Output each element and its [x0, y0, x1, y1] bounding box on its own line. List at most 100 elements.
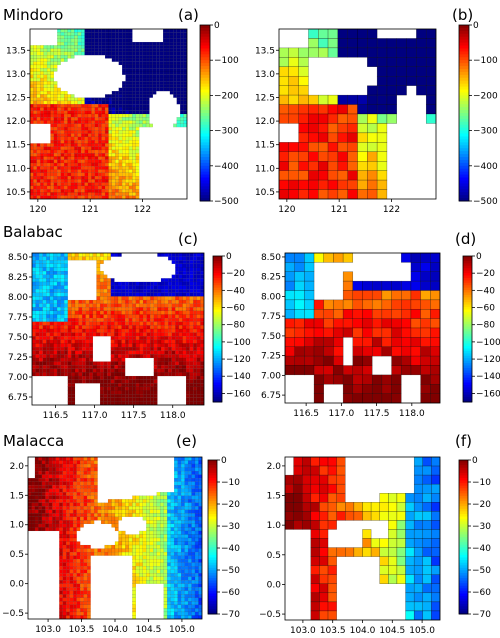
heatmap-cell [284, 290, 295, 301]
heatmap-cell [39, 281, 43, 286]
heatmap-cell [98, 136, 102, 141]
heatmap-cell [153, 347, 158, 351]
heatmap-cell [76, 456, 81, 461]
heatmap-cell [71, 252, 76, 257]
heatmap-cell [194, 470, 199, 475]
colorbar-segment [200, 48, 210, 52]
heatmap-cell [56, 357, 61, 362]
heatmap-cell [85, 361, 90, 366]
heatmap-cell [64, 110, 68, 115]
panel-letter: (c) [178, 230, 198, 248]
heatmap-cell [39, 347, 43, 351]
colorbar-segment [463, 336, 472, 340]
heatmap-cell [125, 339, 129, 344]
heatmap-cell [110, 343, 115, 348]
heatmap-cell [108, 156, 113, 160]
heatmap-cell [73, 474, 77, 479]
heatmap-cell [156, 551, 161, 556]
heatmap-cell [53, 68, 58, 72]
heatmap-cell [181, 520, 185, 525]
heatmap-cell [174, 520, 178, 525]
heatmap-cell [318, 142, 329, 152]
heatmap-cell [122, 162, 126, 167]
heatmap-cell [174, 530, 178, 535]
heatmap-cell [313, 337, 324, 347]
heatmap-cell [118, 182, 123, 187]
heatmap-cell [168, 354, 172, 359]
heatmap-cell [191, 478, 196, 482]
colorbar-segment [213, 280, 222, 284]
heatmap-cell [142, 534, 147, 539]
heatmap-cell [132, 153, 136, 157]
heatmap-cell [56, 314, 61, 319]
heatmap-cell [60, 195, 65, 200]
heatmap-cell [193, 307, 197, 312]
heatmap-cell [178, 252, 183, 257]
heatmap-cell [132, 310, 137, 315]
heatmap-cell [60, 162, 65, 167]
heatmap-cell [31, 481, 36, 486]
heatmap-cell [117, 321, 122, 326]
heatmap-cell [153, 339, 158, 344]
heatmap-cell [142, 548, 147, 553]
heatmap-cell [391, 384, 402, 394]
heatmap-cell [189, 256, 194, 261]
heatmap-cell [99, 401, 104, 406]
heatmap-cell [337, 113, 348, 124]
heatmap-cell [59, 509, 63, 514]
heatmap-cell [83, 492, 88, 496]
heatmap-cell [156, 77, 160, 82]
heatmap-cell [153, 343, 158, 348]
heatmap-cell [83, 516, 88, 521]
heatmap-cell [139, 506, 143, 510]
heatmap-cell [104, 35, 109, 39]
heatmap-cell [128, 100, 133, 105]
heatmap-cell [318, 123, 329, 134]
heatmap-cell [67, 156, 72, 160]
heatmap-cell [114, 314, 119, 319]
heatmap-cell [196, 271, 201, 275]
heatmap-cell [108, 104, 113, 108]
heatmap-cell [40, 117, 44, 121]
heatmap-cell [135, 343, 140, 348]
heatmap-cell [381, 309, 392, 319]
heatmap-cell [132, 81, 136, 85]
panel-c: 116.5 117.0 117.5 118.06.757.007.257.507.75… [8, 230, 251, 421]
heatmap-cell [91, 179, 95, 183]
heatmap-cell [132, 401, 137, 406]
heatmap-cell [139, 71, 143, 75]
heatmap-cell [327, 38, 339, 49]
heatmap-cell [169, 38, 174, 43]
heatmap-cell [39, 343, 43, 348]
heatmap-cell [27, 488, 32, 493]
heatmap-cell [33, 91, 37, 95]
heatmap-cell [128, 541, 133, 546]
heatmap-cell [60, 372, 65, 377]
heatmap-cell [59, 530, 63, 535]
heatmap-cell [53, 299, 58, 304]
heatmap-cell [78, 361, 83, 366]
heatmap-cell [35, 310, 40, 315]
heatmap-cell [64, 113, 68, 118]
heatmap-cell [160, 318, 165, 322]
heatmap-cell [121, 383, 126, 388]
heatmap-cell [200, 296, 205, 301]
heatmap-cell [50, 123, 54, 128]
x-tick-label: 116.5 [43, 411, 69, 421]
heatmap-cell [149, 74, 153, 79]
heatmap-cell [180, 113, 184, 118]
heatmap-cell [67, 336, 72, 340]
heatmap-cell [78, 379, 83, 384]
heatmap-cell [182, 368, 187, 373]
colorbar-segment [213, 341, 222, 345]
heatmap-cell [153, 368, 158, 373]
heatmap-cell [184, 506, 189, 510]
heatmap-cell [157, 285, 162, 290]
heatmap-cell [56, 365, 61, 369]
heatmap-cell [381, 374, 392, 385]
heatmap-cell [164, 299, 169, 304]
colorbar-segment [459, 27, 469, 32]
heatmap-cell [77, 130, 82, 134]
heatmap-cell [194, 474, 199, 479]
colorbar-segment [463, 319, 472, 323]
